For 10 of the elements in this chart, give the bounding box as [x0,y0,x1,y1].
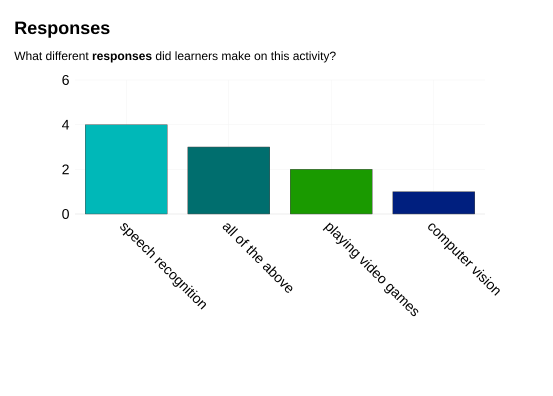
bar [290,169,373,214]
chart-subtitle: What different responses did learners make on this activity? [14,51,336,62]
bar [188,146,270,214]
y-tick-label: 4 [62,120,70,130]
y-tick-label: 6 [62,75,69,85]
chart-title: Responses [15,22,110,38]
y-tick-label: 0 [62,209,69,219]
bar [85,124,168,214]
bar [392,191,476,214]
y-tick-label: 2 [62,164,69,174]
